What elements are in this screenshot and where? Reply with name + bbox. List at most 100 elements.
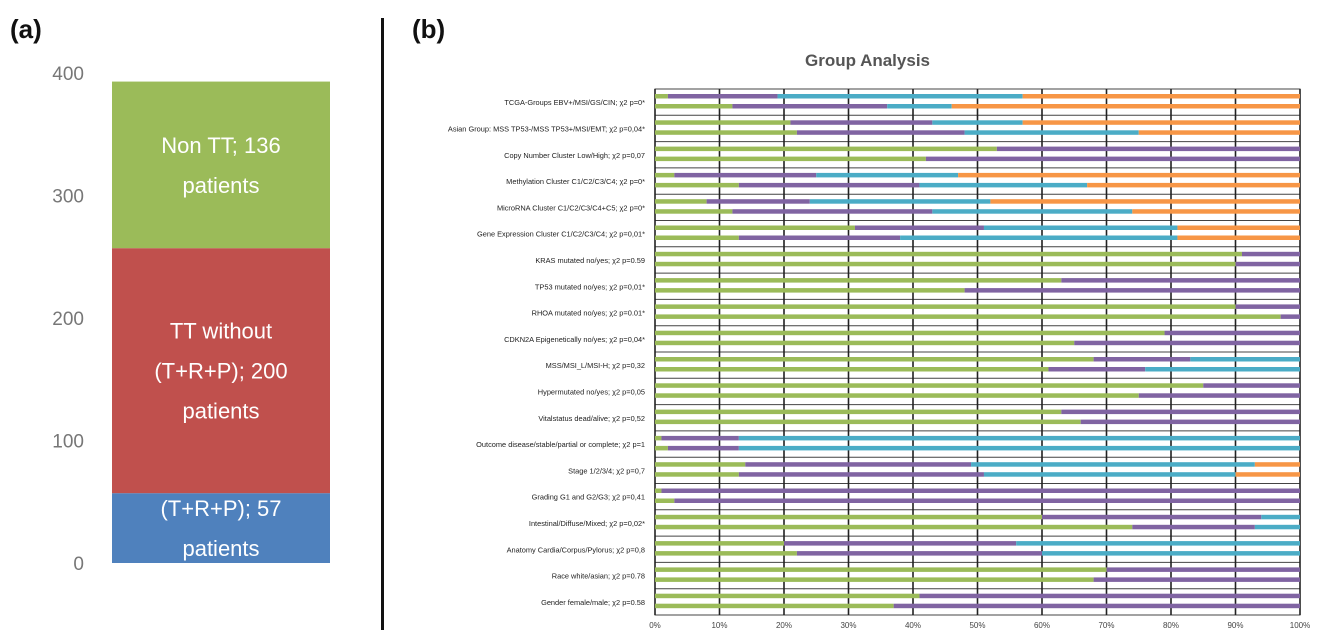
y-tick-label: 0 (73, 554, 84, 575)
bar-segment-label: (T+R+P); 200 (154, 359, 287, 384)
category-label: Methylation Cluster C1/C2/C3/C4; χ2 p=0* (506, 177, 645, 186)
bar-segment (655, 330, 1165, 336)
category-label: TP53 mutated no/yes; χ2 p=0,01* (535, 282, 645, 291)
bar-segment (784, 541, 1017, 546)
bar-segment (1138, 130, 1300, 135)
bar-segment (932, 209, 1133, 214)
bar-segment (1235, 261, 1300, 267)
x-tick-label: 50% (969, 621, 985, 630)
bar-segment (983, 225, 1178, 230)
bar-segment (655, 172, 675, 178)
y-tick-label: 400 (52, 64, 84, 85)
bar-segment (655, 278, 1062, 283)
x-tick-label: 80% (1163, 621, 1179, 630)
bar-segment (1093, 357, 1191, 362)
bar-segment (655, 435, 662, 441)
bar-segment (738, 182, 920, 188)
bar-segment (1106, 567, 1300, 572)
bar-segment (1280, 314, 1300, 319)
bar-segment (655, 603, 894, 609)
bar-segment (1261, 514, 1300, 520)
bar-segment (674, 172, 817, 178)
bar-segment (1145, 367, 1300, 372)
x-tick-label: 20% (776, 621, 792, 630)
bar-segment (951, 104, 1300, 109)
bar-segment-label: patients (182, 536, 259, 561)
category-label: CDKN2A Epigenetically no/yes; χ2 p=0,04* (504, 335, 645, 344)
bar-segment (655, 567, 1107, 572)
bar-segment-label: patients (182, 399, 259, 424)
y-tick-label: 200 (52, 309, 84, 330)
bar-segment (667, 445, 739, 451)
bar-segment (655, 120, 791, 125)
bar-segment (900, 235, 1178, 240)
bar-segment (655, 130, 797, 135)
bar-segment (1190, 357, 1300, 362)
bar-segment (925, 156, 1300, 162)
bar-segment (919, 182, 1088, 188)
bar-segment (732, 209, 933, 214)
bar-segment (655, 304, 1236, 309)
bar-segment (661, 435, 739, 441)
bar-segment (777, 94, 1023, 99)
bar-segment (854, 225, 984, 230)
category-label: KRAS mutated no/yes; χ2 p=0.59 (535, 256, 645, 265)
x-tick-label: 10% (711, 621, 727, 630)
category-label: MSS/MSI_L/MSI-H; χ2 p=0,32 (546, 361, 645, 370)
category-label: Vitalstatus dead/alive; χ2 p=0,52 (538, 414, 645, 423)
bar-segment (655, 94, 668, 99)
bar-segment (732, 104, 888, 109)
bar-segment (1016, 541, 1300, 546)
x-tick-label: 70% (1098, 621, 1114, 630)
bar-segment (655, 472, 739, 477)
panel-divider (381, 18, 384, 630)
bar-segment (738, 472, 984, 477)
bar-segment (655, 340, 1075, 346)
bar-segment (1022, 120, 1300, 125)
bar-segment (655, 541, 784, 546)
bar-segment (996, 146, 1300, 152)
bar-segment (796, 551, 1042, 556)
category-label: Stage 1/2/3/4; χ2 p=0,7 (568, 466, 645, 475)
bar-segment (655, 462, 746, 467)
bar-segment (738, 445, 1300, 451)
bar-segment (964, 130, 1139, 135)
bar-segment (655, 498, 675, 503)
x-tick-label: 90% (1227, 621, 1243, 630)
bar-segment (893, 603, 1300, 609)
bar-segment (655, 488, 662, 493)
bar-segment (655, 225, 855, 230)
bar-segment (655, 314, 1281, 319)
bar-segment (809, 199, 991, 204)
bar-segment (655, 146, 997, 152)
bar-segment (796, 130, 965, 135)
category-label: RHOA mutated no/yes; χ2 p=0.01* (532, 309, 645, 318)
category-label: MicroRNA Cluster C1/C2/C3/C4+C5; χ2 p=0* (497, 203, 645, 212)
bar-segment-label: Non TT; 136 (161, 133, 280, 158)
category-label: Copy Number Cluster Low/High; χ2 p=0,07 (504, 151, 645, 160)
bar-segment (816, 172, 959, 178)
x-tick-label: 60% (1034, 621, 1050, 630)
bar-segment (1254, 462, 1300, 467)
bar-segment (1254, 524, 1300, 530)
bar-segment (655, 156, 926, 162)
bar-segment (655, 593, 920, 599)
x-tick-label: 40% (905, 621, 921, 630)
bar-segment (655, 199, 707, 204)
bar-segment-label: patients (182, 173, 259, 198)
bar-segment (1177, 225, 1300, 230)
bar-segment (1061, 409, 1300, 415)
category-label: Gender female/male; χ2 p=0.58 (541, 598, 645, 607)
bar-segment (655, 409, 1062, 415)
category-label: Asian Group: MSS TP53-/MSS TP53+/MSI/EMT… (448, 124, 645, 133)
bar-segment-label: TT without (170, 319, 272, 344)
bar-segment (745, 462, 972, 467)
bar-segment (667, 94, 778, 99)
panel-b-label: (b) (412, 14, 446, 44)
bar-segment (655, 577, 1094, 582)
bar-segment (958, 172, 1300, 178)
category-label: Intestinal/Diffuse/Mixed; χ2 p=0,02* (529, 519, 645, 528)
bar-segment (1080, 419, 1300, 425)
bar-segment-2 (112, 81, 330, 249)
